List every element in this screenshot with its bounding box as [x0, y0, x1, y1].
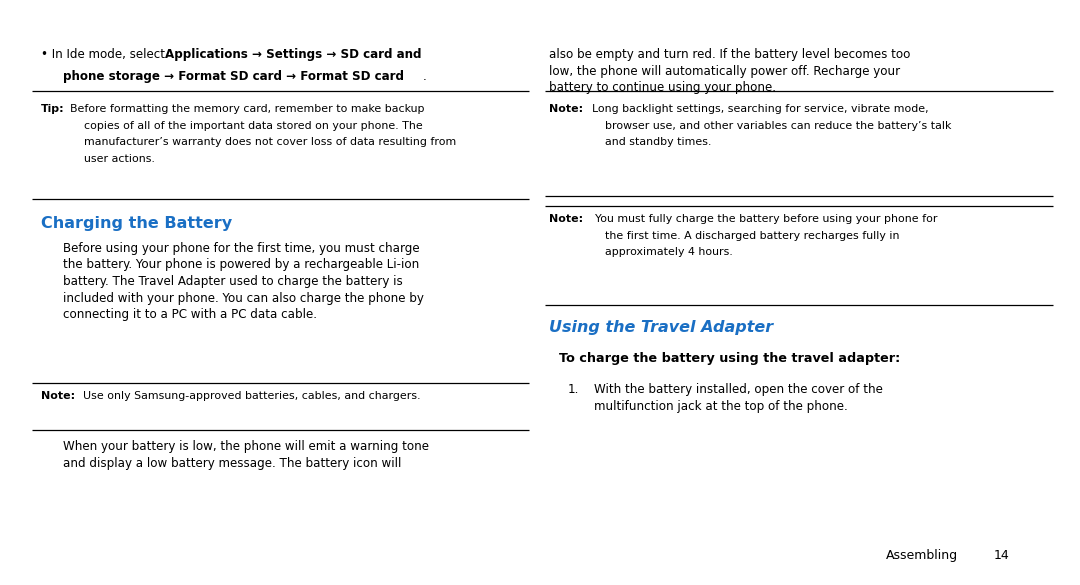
Text: Use only Samsung-approved batteries, cables, and chargers.: Use only Samsung-approved batteries, cab… [83, 391, 421, 401]
Text: When your battery is low, the phone will emit a warning tone: When your battery is low, the phone will… [63, 440, 429, 453]
Text: Note:: Note: [41, 391, 76, 401]
Text: Before formatting the memory card, remember to make backup: Before formatting the memory card, remem… [70, 104, 424, 114]
Text: Charging the Battery: Charging the Battery [41, 216, 232, 232]
Text: and standby times.: and standby times. [605, 137, 711, 147]
Text: included with your phone. You can also charge the phone by: included with your phone. You can also c… [63, 292, 423, 305]
Text: browser use, and other variables can reduce the battery’s talk: browser use, and other variables can red… [605, 121, 951, 131]
Text: and display a low battery message. The battery icon will: and display a low battery message. The b… [63, 456, 401, 470]
Text: manufacturer’s warranty does not cover loss of data resulting from: manufacturer’s warranty does not cover l… [84, 137, 457, 147]
Text: connecting it to a PC with a PC data cable.: connecting it to a PC with a PC data cab… [63, 308, 316, 321]
Text: battery to continue using your phone.: battery to continue using your phone. [549, 81, 775, 94]
Text: Tip:: Tip: [41, 104, 65, 114]
Text: With the battery installed, open the cover of the: With the battery installed, open the cov… [594, 383, 882, 396]
Text: Applications → Settings → SD card and: Applications → Settings → SD card and [164, 48, 421, 61]
Text: Long backlight settings, searching for service, vibrate mode,: Long backlight settings, searching for s… [592, 104, 929, 114]
Text: 14: 14 [994, 549, 1010, 562]
Text: 1.: 1. [568, 383, 580, 396]
Text: multifunction jack at the top of the phone.: multifunction jack at the top of the pho… [594, 400, 848, 413]
Text: low, the phone will automatically power off. Recharge your: low, the phone will automatically power … [549, 64, 900, 78]
Text: Before using your phone for the first time, you must charge: Before using your phone for the first ti… [63, 242, 419, 254]
Text: Using the Travel Adapter: Using the Travel Adapter [549, 320, 773, 335]
Text: Note:: Note: [549, 104, 583, 114]
Text: Note:: Note: [549, 214, 583, 224]
Text: approximately 4 hours.: approximately 4 hours. [605, 247, 732, 257]
Text: Assembling: Assembling [886, 549, 958, 562]
Text: user actions.: user actions. [84, 154, 156, 164]
Text: copies of all of the important data stored on your phone. The: copies of all of the important data stor… [84, 121, 423, 131]
Text: the first time. A discharged battery recharges fully in: the first time. A discharged battery rec… [605, 230, 900, 241]
Text: phone storage → Format SD card → Format SD card: phone storage → Format SD card → Format … [63, 70, 404, 83]
Text: .: . [422, 70, 426, 83]
Text: • In Idе mode, select: • In Idе mode, select [41, 48, 168, 61]
Text: the battery. Your phone is powered by a rechargeable Li-ion: the battery. Your phone is powered by a … [63, 259, 419, 271]
Text: battery. The Travel Adapter used to charge the battery is: battery. The Travel Adapter used to char… [63, 275, 403, 288]
Text: To charge the battery using the travel adapter:: To charge the battery using the travel a… [559, 352, 901, 365]
Text: also be empty and turn red. If the battery level becomes too: also be empty and turn red. If the batte… [549, 48, 910, 61]
Text: You must fully charge the battery before using your phone for: You must fully charge the battery before… [595, 214, 937, 224]
